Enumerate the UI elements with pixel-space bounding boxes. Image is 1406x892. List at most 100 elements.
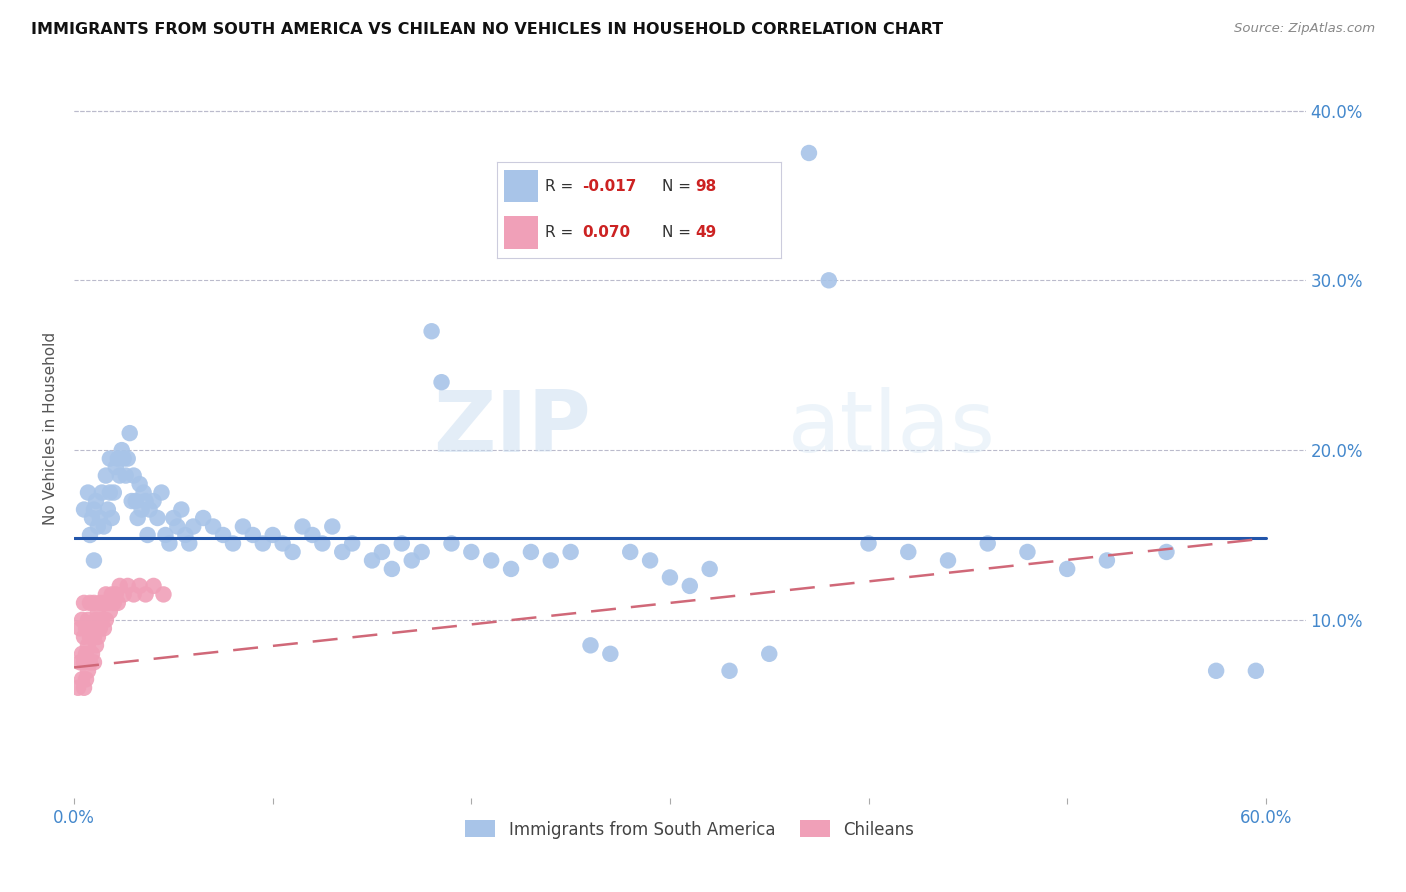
Point [89,621,111,635]
Point [142,579,165,593]
Point [69,621,91,635]
Point [80,511,103,525]
Point [97,502,120,516]
Bar [505,216,538,249]
Point [262,528,284,542]
Point [135,587,157,601]
Point [135,494,157,508]
Point [80,647,103,661]
Point [98,485,121,500]
Point [117,579,139,593]
Point [112,587,135,601]
Point [77,638,100,652]
Point [718,664,741,678]
Legend: Immigrants from South America, Chileans: Immigrants from South America, Chileans [458,814,921,846]
Point [79,596,101,610]
Point [128,579,150,593]
Point [83,630,105,644]
Point [818,273,841,287]
Point [117,451,139,466]
Text: IMMIGRANTS FROM SOUTH AMERICA VS CHILEAN NO VEHICLES IN HOUSEHOLD CORRELATION CH: IMMIGRANTS FROM SOUTH AMERICA VS CHILEAN… [31,22,943,37]
Point [136,528,159,542]
Text: 0.070: 0.070 [582,225,630,240]
Point [520,545,543,559]
Point [94,613,117,627]
Point [936,553,959,567]
Text: Source: ZipAtlas.com: Source: ZipAtlas.com [1234,22,1375,36]
Point [73,502,96,516]
Text: atlas: atlas [789,387,997,470]
Point [371,545,394,559]
Point [159,536,181,550]
Point [87,630,110,644]
Point [858,536,880,550]
Point [401,553,423,567]
Point [138,502,160,516]
Point [90,613,112,627]
Text: 98: 98 [696,178,717,194]
Point [271,536,294,550]
Point [121,494,143,508]
Point [122,587,145,601]
Point [83,553,105,567]
Point [111,443,134,458]
Point [212,528,235,542]
Point [70,673,93,687]
Point [132,485,155,500]
Point [152,587,174,601]
Point [77,613,100,627]
Point [361,553,384,567]
Point [321,519,343,533]
Point [252,536,274,550]
Point [75,673,97,687]
Point [179,536,201,550]
Point [70,613,93,627]
Point [77,664,100,678]
Bar [505,169,538,202]
Point [87,519,110,533]
Point [232,519,254,533]
Point [93,519,115,533]
Point [67,681,90,695]
Point [75,621,97,635]
Point [699,562,721,576]
Point [181,519,204,533]
Point [430,375,453,389]
Point [222,536,245,550]
Point [560,545,582,559]
Point [107,451,129,466]
Point [146,511,169,525]
Point [1056,562,1078,576]
Point [1017,545,1039,559]
Point [70,647,93,661]
Point [391,536,413,550]
Point [162,511,184,525]
Point [101,511,124,525]
Point [1244,664,1267,678]
Point [98,604,121,618]
Point [93,621,115,635]
Point [193,511,215,525]
Point [758,647,780,661]
Point [499,562,522,576]
Point [101,587,124,601]
Point [638,553,661,567]
Point [150,485,173,500]
Point [73,596,96,610]
Point [93,596,115,610]
Point [79,656,101,670]
Point [97,596,120,610]
Point [579,638,602,652]
Point [104,587,127,601]
Point [679,579,702,593]
Point [1205,664,1227,678]
Point [114,468,136,483]
Point [301,528,323,542]
Y-axis label: No Vehicles in Household: No Vehicles in Household [44,333,58,525]
Point [79,630,101,644]
Text: R =: R = [546,178,574,194]
Point [75,647,97,661]
Point [619,545,641,559]
Point [94,587,117,601]
Point [658,570,681,584]
